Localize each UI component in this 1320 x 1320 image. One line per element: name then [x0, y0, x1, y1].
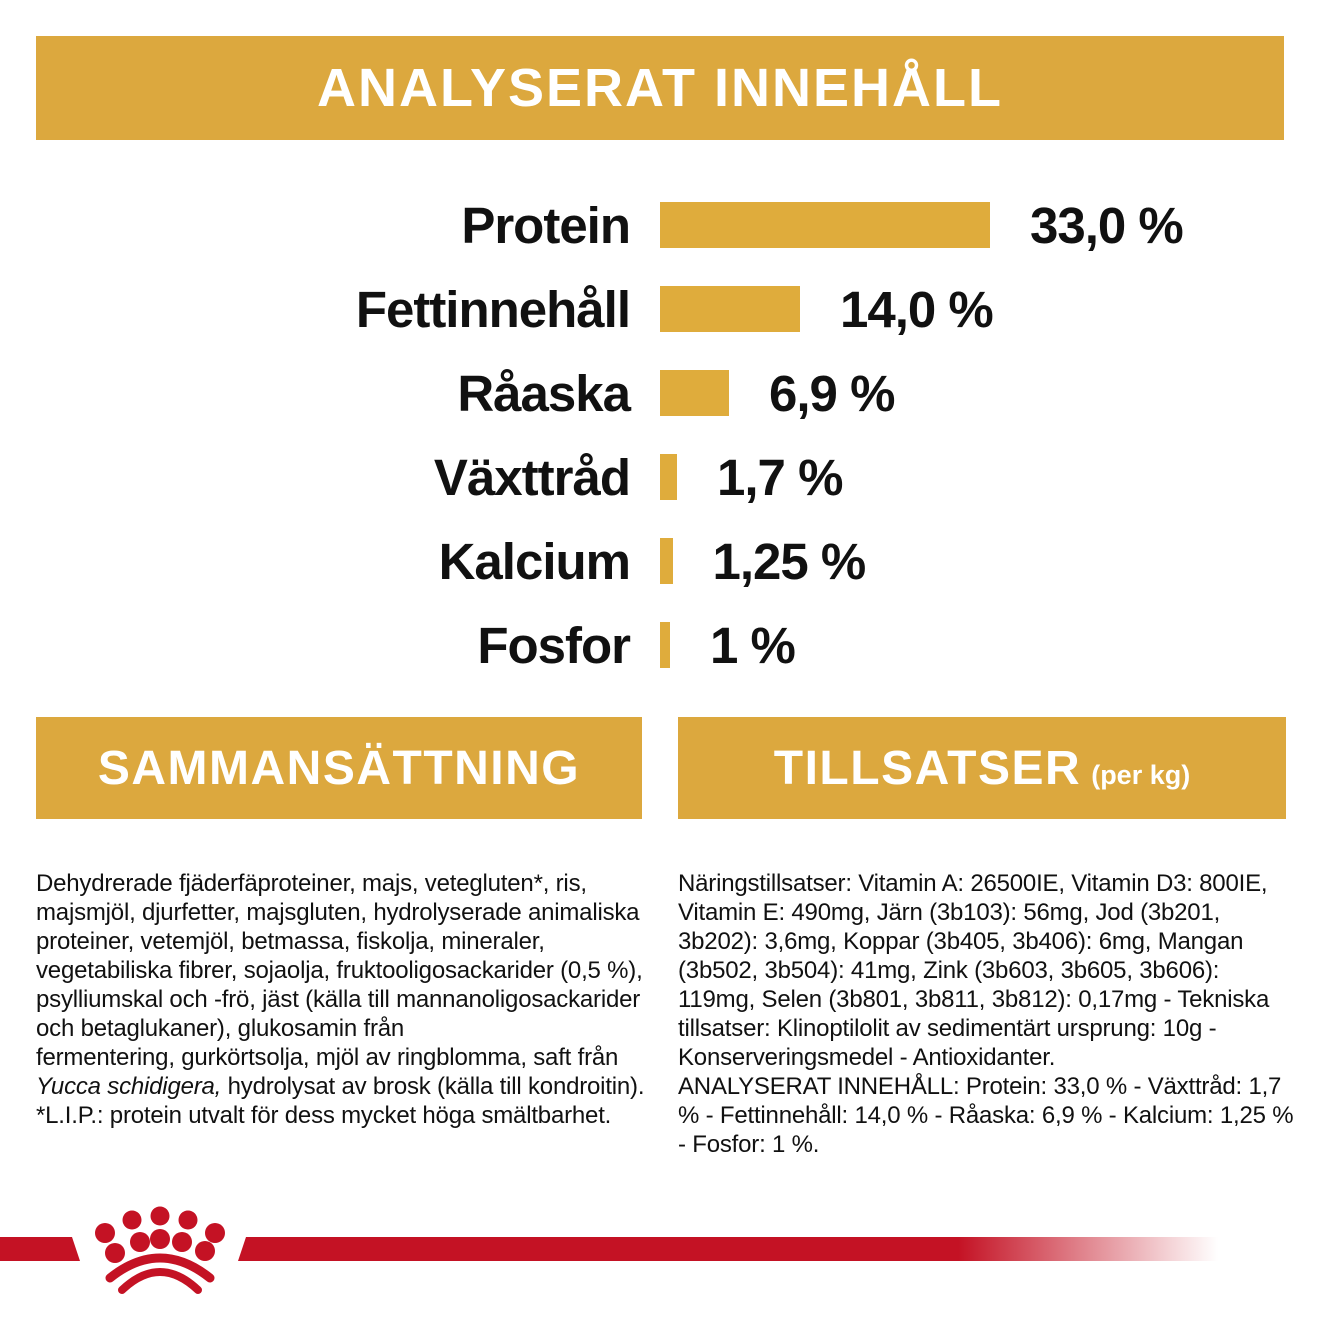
chart-bar [660, 286, 800, 332]
chart-bar [660, 454, 677, 500]
chart-value-label: 1,25 % [712, 532, 867, 590]
chart-row: Råaska 6,9 % [36, 351, 1284, 435]
chart-row: Kalcium 1,25 % [36, 519, 1284, 603]
chart-row: Fosfor 1 % [36, 603, 1284, 687]
composition-text: Dehydrerade fjäderfäproteiner, majs, vet… [36, 869, 668, 1130]
analysed-content-banner: ANALYSERAT INNEHÅLL [36, 36, 1284, 140]
chart-category-label: Växttråd [433, 448, 631, 506]
chart-category-label: Protein [461, 196, 631, 254]
brand-stripe-left [0, 1237, 80, 1261]
brand-stripe-right [238, 1237, 1238, 1261]
chart-category-label: Kalcium [438, 532, 631, 590]
chart-row: Protein 33,0 % [36, 183, 1284, 267]
chart-value-label: 1,7 % [717, 448, 843, 506]
chart-category-label: Fosfor [477, 616, 631, 674]
chart-bar [660, 538, 673, 584]
chart-value-label: 14,0 % [840, 280, 994, 338]
additives-heading: TILLSATSER [773, 741, 1082, 795]
chart-row: Växttråd 1,7 % [36, 435, 1284, 519]
composition-text-part1: Dehydrerade fjäderfäproteiner, majs, vet… [36, 870, 643, 1071]
chart: Protein 33,0 % Fettinnehåll 14,0 % Råaska 6,9… [36, 183, 1284, 687]
chart-value-label: 6,9 % [769, 364, 895, 422]
chart-category-label: Råaska [457, 364, 631, 422]
composition-text-italic: Yucca schidigera, [36, 1073, 222, 1100]
composition-text-part2: hydrolysat av brosk (källa till kondroit… [36, 1073, 645, 1129]
composition-heading: SAMMANSÄTTNING [97, 741, 581, 795]
additives-text: Näringstillsatser: Vitamin A: 26500IE, V… [678, 870, 1294, 1158]
additives-heading-suffix: (per kg) [1091, 759, 1191, 790]
chart-bar [660, 202, 990, 248]
chart-value-label: 1 % [710, 616, 796, 674]
royal-canin-crown-icon [95, 1206, 225, 1294]
additives-banner: TILLSATSER (per kg) [678, 717, 1286, 819]
chart-bar [660, 370, 729, 416]
chart-value-label: 33,0 % [1030, 196, 1184, 254]
composition-banner: SAMMANSÄTTNING [36, 717, 642, 819]
chart-bar [660, 622, 670, 668]
analysed-content-title: ANALYSERAT INNEHÅLL [316, 58, 1004, 118]
chart-row: Fettinnehåll 14,0 % [36, 267, 1284, 351]
chart-category-label: Fettinnehåll [355, 280, 631, 338]
